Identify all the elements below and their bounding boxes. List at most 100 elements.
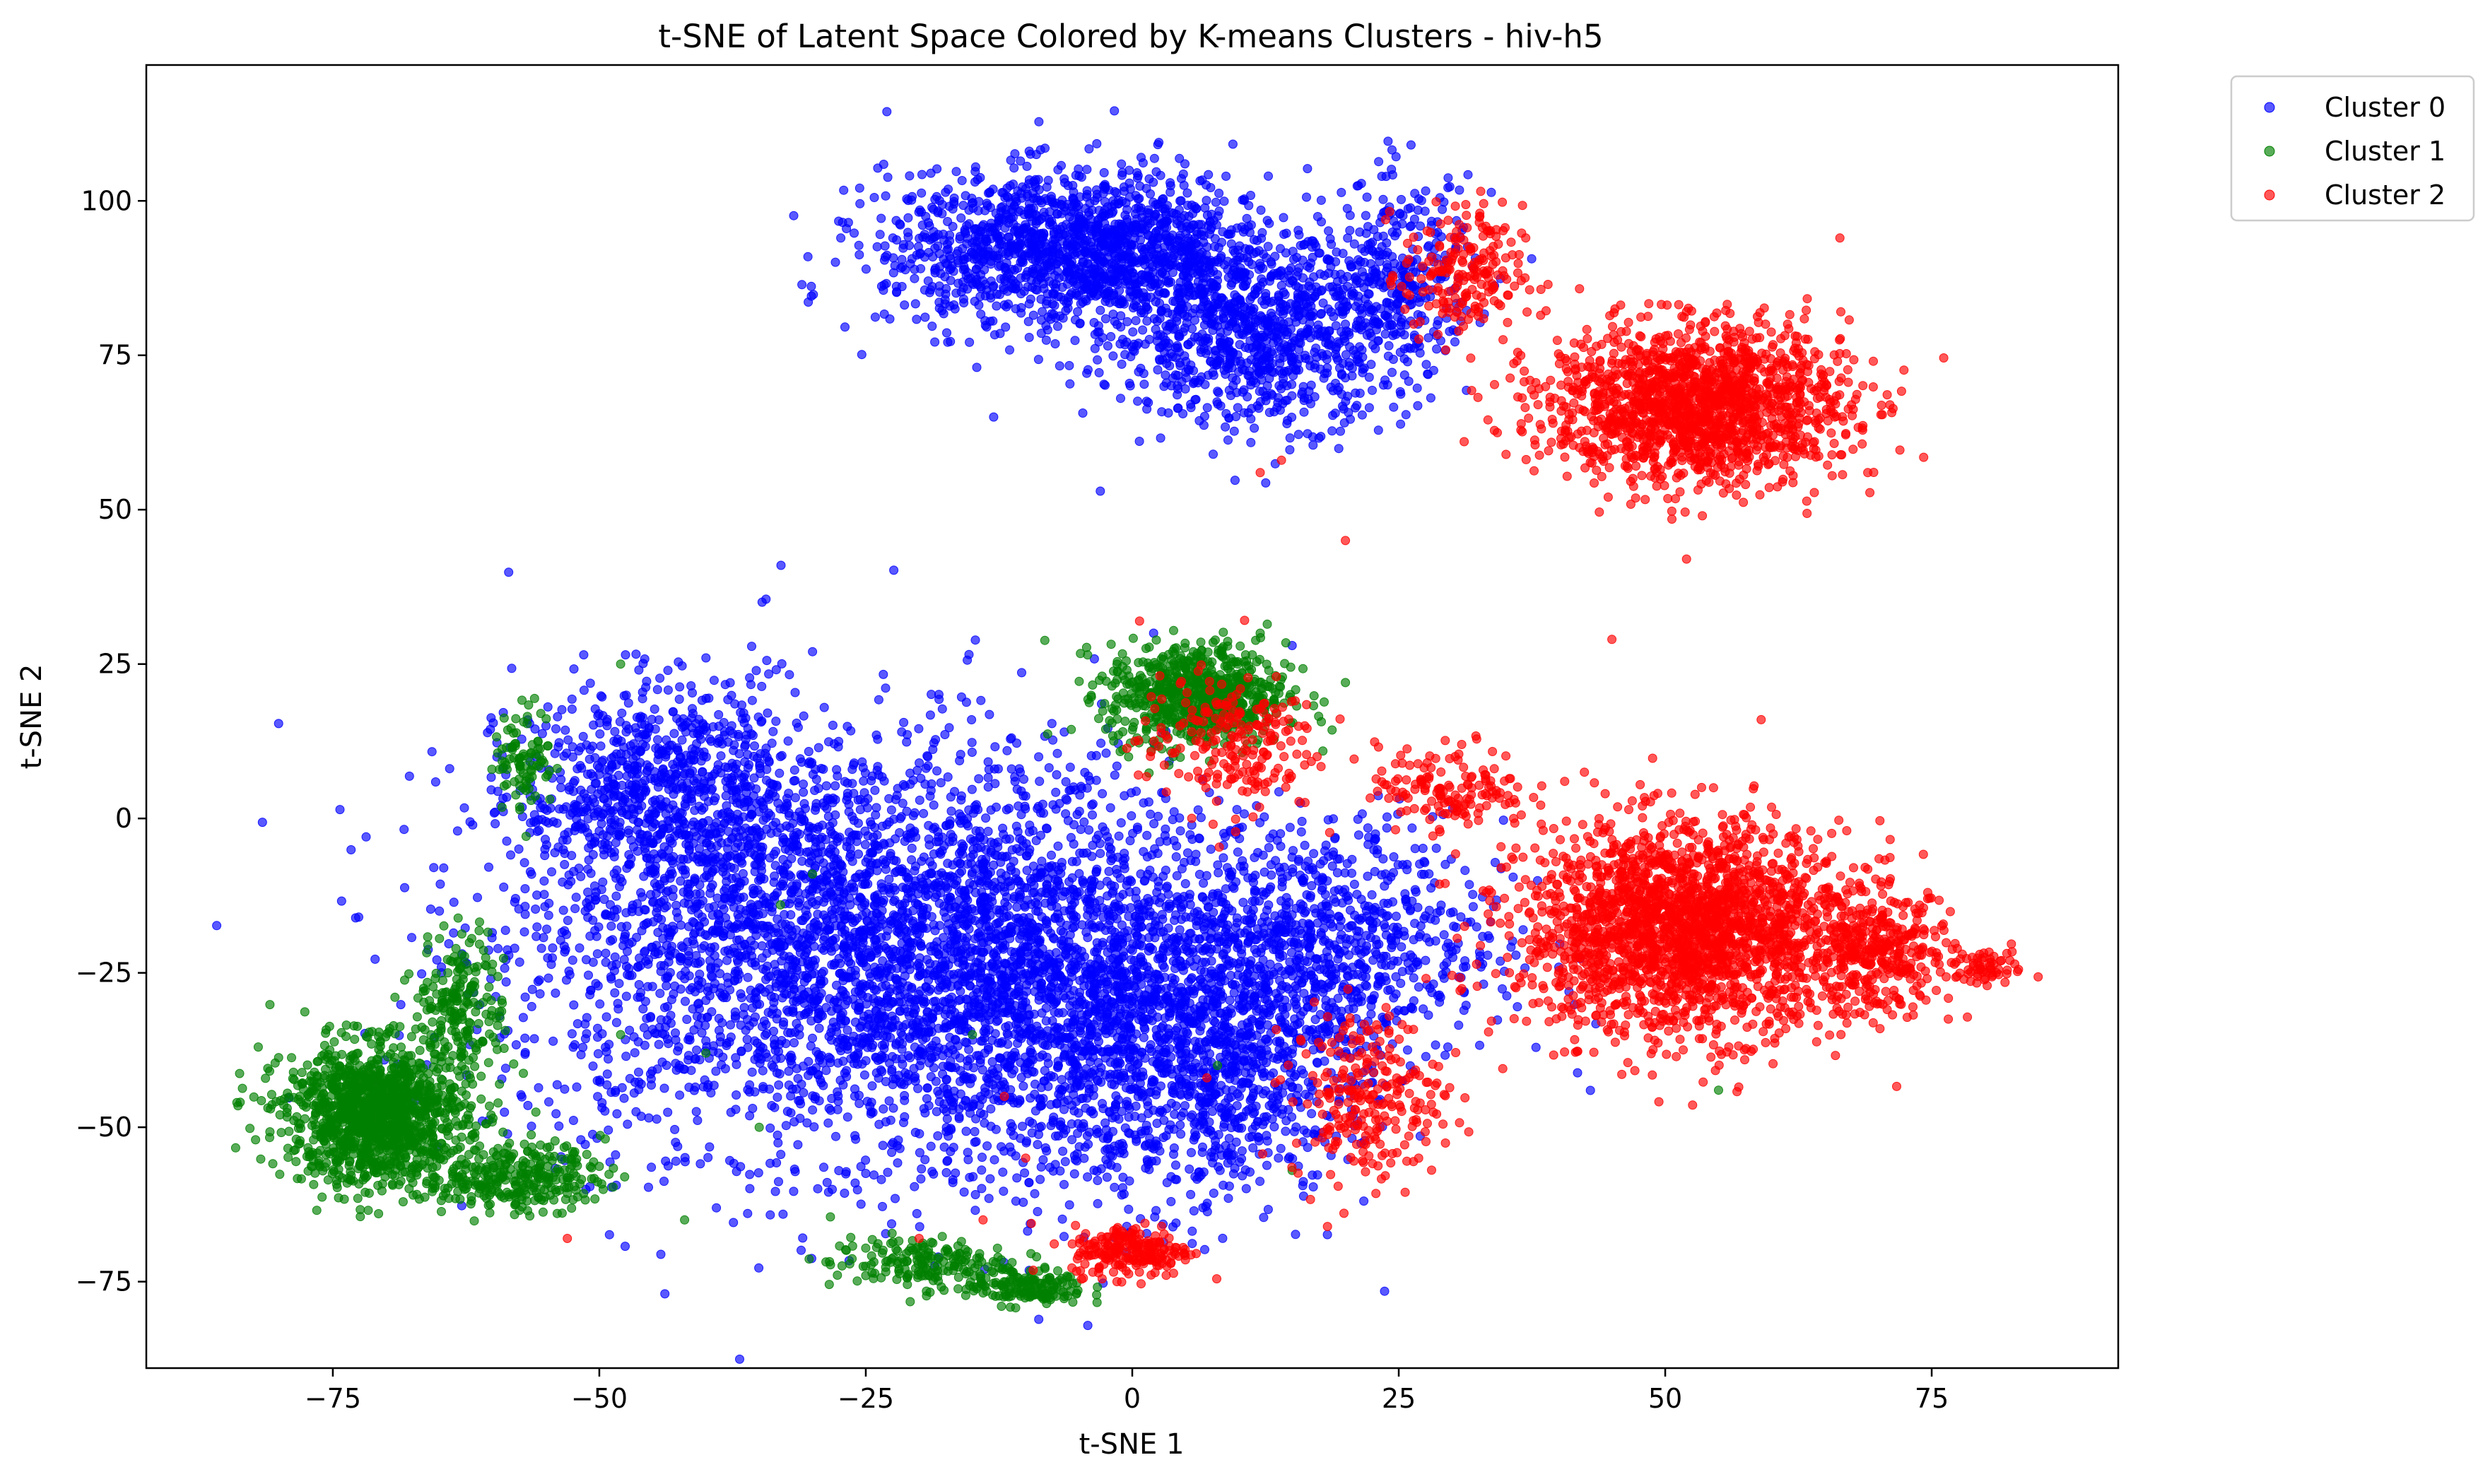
scatter-point (552, 1080, 562, 1090)
scatter-point (1057, 1214, 1067, 1224)
scatter-point (757, 866, 766, 876)
scatter-point (1015, 1013, 1025, 1023)
scatter-point (751, 960, 760, 970)
scatter-point (878, 1201, 887, 1211)
scatter-point (903, 1070, 913, 1079)
scatter-point (1004, 1021, 1014, 1031)
scatter-point (611, 1018, 621, 1027)
scatter-point (623, 946, 632, 956)
scatter-point (811, 775, 821, 784)
scatter-point (951, 902, 961, 912)
scatter-point (884, 874, 894, 884)
scatter-point (871, 935, 881, 945)
scatter-point (848, 917, 858, 927)
scatter-point (546, 960, 556, 970)
scatter-point (851, 1134, 861, 1144)
scatter-point (846, 967, 856, 976)
scatter-point (802, 1118, 812, 1128)
scatter-point (982, 1141, 992, 1151)
scatter-point (473, 893, 482, 902)
scatter-point (1189, 1206, 1199, 1215)
scatter-point (765, 1123, 775, 1133)
scatter-point (770, 993, 780, 1002)
scatter-point (857, 902, 867, 912)
scatter-point (873, 762, 883, 772)
scatter-point (787, 926, 797, 936)
scatter-point (841, 1167, 851, 1177)
scatter-point (619, 955, 629, 965)
scatter-point (1112, 761, 1122, 771)
scatter-point (726, 1020, 735, 1030)
scatter-point (1026, 874, 1035, 883)
scatter-point (929, 1063, 939, 1073)
scatter-point (758, 1066, 768, 1076)
scatter-point (612, 1109, 622, 1119)
scatter-point (663, 1161, 673, 1171)
scatter-point (785, 952, 794, 962)
scatter-point (593, 981, 603, 991)
scatter-point (829, 997, 839, 1007)
scatter-point (816, 842, 826, 851)
scatter-point (1153, 849, 1163, 859)
scatter-point (770, 1040, 780, 1049)
scatter-point (1014, 764, 1024, 774)
scatter-point (1110, 770, 1120, 780)
scatter-point (646, 1012, 655, 1021)
scatter-point (888, 997, 898, 1007)
scatter-point (1033, 927, 1043, 937)
scatter-point (883, 1167, 893, 1177)
scatter-point (879, 840, 889, 849)
scatter-point (872, 948, 881, 958)
scatter-point (916, 1174, 926, 1184)
scatter-point (970, 1190, 980, 1199)
scatter-point (1168, 815, 1178, 825)
scatter-point (660, 1289, 670, 1299)
scatter-point (527, 869, 536, 879)
scatter-point (425, 905, 435, 914)
scatter-point (915, 758, 924, 768)
scatter-point (1060, 1157, 1070, 1167)
scatter-point (1053, 841, 1063, 851)
scatter-point (584, 970, 593, 980)
scatter-point (976, 947, 986, 957)
scatter-point (1162, 836, 1172, 846)
scatter-point (1002, 852, 1012, 861)
scatter-point (840, 1000, 850, 1009)
scatter-point (726, 1032, 736, 1042)
scatter-point (863, 831, 873, 841)
scatter-point (736, 989, 746, 999)
scatter-point (1066, 832, 1076, 842)
scatter-point (881, 683, 891, 693)
scatter-point (527, 1001, 536, 1011)
scatter-point (922, 955, 932, 965)
scatter-point (920, 1155, 930, 1165)
scatter-point (756, 1042, 765, 1052)
scatter-point (1015, 847, 1025, 856)
scatter-point (1120, 864, 1129, 873)
scatter-point (799, 711, 809, 721)
scatter-point (691, 1107, 701, 1117)
scatter-point (840, 942, 850, 951)
scatter-points (212, 106, 2043, 1364)
scatter-point (739, 1010, 748, 1019)
scatter-point (676, 941, 686, 951)
scatter-point (729, 924, 738, 934)
scatter-point (532, 922, 542, 932)
scatter-point (585, 990, 595, 1000)
scatter-point (910, 1002, 920, 1012)
scatter-point (1036, 1121, 1046, 1131)
scatter-point (1092, 1166, 1102, 1176)
scatter-point (706, 1088, 716, 1097)
scatter-point (1035, 1030, 1045, 1040)
scatter-point (858, 938, 868, 948)
scatter-point (1075, 790, 1085, 800)
scatter-point (967, 738, 977, 748)
scatter-point (1104, 866, 1114, 876)
scatter-point (1021, 839, 1031, 849)
scatter-point (1199, 878, 1209, 888)
scatter-point (905, 779, 915, 789)
scatter-point (808, 1105, 818, 1115)
scatter-point (703, 982, 713, 992)
scatter-point (1093, 1028, 1103, 1038)
scatter-point (823, 1187, 833, 1197)
